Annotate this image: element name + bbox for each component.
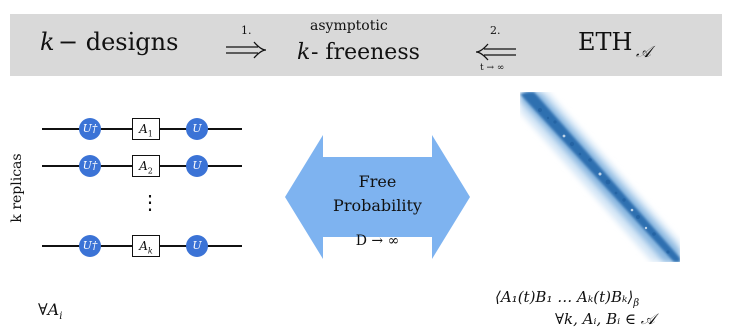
a-box-2: A2: [132, 155, 160, 177]
a-box-2-letter: A: [139, 159, 148, 173]
arrow-2-label: 2.: [490, 24, 501, 37]
freeness-label: - freeness: [311, 40, 420, 65]
condition-formula: ∀k, Aᵢ, Bᵢ ∈ 𝒜: [555, 310, 655, 328]
matrix-heatmap: [520, 92, 680, 262]
forall-sub: i: [59, 311, 63, 323]
correlator-text: ⟨A₁(t)B₁ … Aₖ(t)Bₖ⟩: [495, 288, 634, 306]
a-box-1: A1: [132, 118, 160, 140]
k-variable: k: [40, 28, 55, 56]
asymptotic-label: asymptotic: [310, 18, 388, 34]
forall-text: ∀A: [38, 300, 60, 319]
u-dagger-gate-1: U†: [79, 118, 101, 140]
a-box-k-sub: k: [147, 246, 153, 256]
a-box-2-sub: 2: [147, 166, 153, 176]
dimension-limit-label: D → ∞: [355, 233, 400, 249]
eth-label: ETH: [578, 28, 633, 56]
forall-label: ∀Ai: [38, 300, 62, 322]
implied-by-arrow-2: [475, 43, 516, 61]
u-gate-1: U: [186, 118, 208, 140]
u-gate-2: U: [186, 155, 208, 177]
free-label: Free: [358, 172, 397, 191]
probability-label: Probability: [333, 196, 422, 215]
arrow-1-label: 1.: [241, 24, 252, 37]
free-probability-double-arrow: [285, 135, 470, 259]
a-box-1-sub: 1: [147, 129, 153, 139]
correlator-formula: ⟨A₁(t)B₁ … Aₖ(t)Bₖ⟩β: [495, 288, 639, 309]
u-dagger-gate-k: U†: [79, 235, 101, 257]
a-box-k: Ak: [132, 235, 160, 257]
correlator-sub: β: [633, 298, 640, 309]
u-gate-k: U: [186, 235, 208, 257]
replica-label: k replicas: [9, 151, 29, 225]
eth-subscript: 𝒜: [636, 42, 652, 61]
vertical-dots: ⋮: [140, 190, 160, 214]
designs-label: − designs: [58, 28, 179, 56]
replica-label-text: k replicas: [9, 153, 25, 223]
a-box-k-letter: A: [139, 239, 148, 253]
limit-label: t → ∞: [480, 63, 505, 73]
banner: k − designs 1. asymptotic k - freeness 2…: [10, 14, 722, 76]
implies-arrow-1: [226, 41, 267, 59]
k-variable-2: k: [297, 40, 311, 65]
u-dagger-gate-2: U†: [79, 155, 101, 177]
a-box-1-letter: A: [139, 122, 148, 136]
